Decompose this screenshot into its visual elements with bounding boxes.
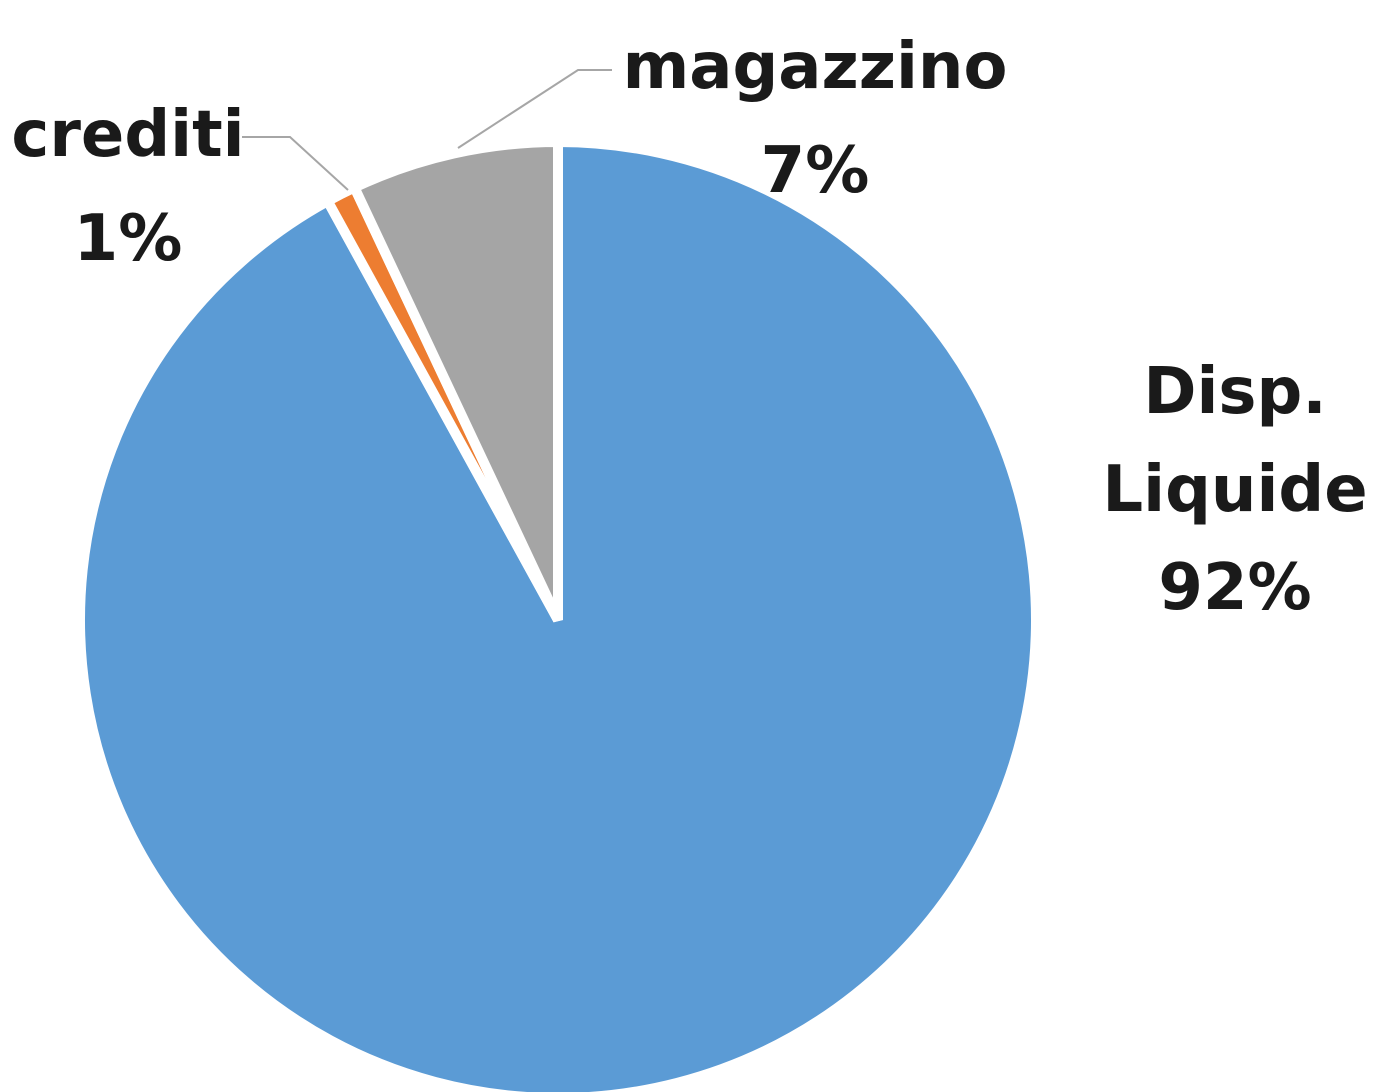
data-label-category: magazzino: [623, 30, 1008, 104]
data-label-value: 92%: [1158, 551, 1311, 625]
data-label-value: 7%: [761, 134, 870, 208]
leader-line-magazzino: [457, 69, 612, 149]
data-labels: Disp. Liquide 92% crediti 1% magazzino 7%: [11, 30, 1367, 625]
leader-line-crediti: [242, 136, 349, 191]
data-label-category: crediti: [11, 98, 244, 172]
data-label-crediti: crediti 1%: [11, 98, 244, 276]
data-label-value: 1%: [74, 202, 183, 276]
data-label-category: Liquide: [1102, 453, 1367, 527]
pie-slices: [75, 136, 1041, 1092]
pie-slice-disp-liquide: [75, 136, 1041, 1092]
data-label-disp-liquide: Disp. Liquide 92%: [1102, 355, 1367, 625]
data-label-category: Disp.: [1143, 355, 1326, 429]
data-label-magazzino: magazzino 7%: [623, 30, 1008, 208]
pie-slice-magazzino: [347, 136, 563, 623]
leader-lines: [242, 69, 612, 191]
